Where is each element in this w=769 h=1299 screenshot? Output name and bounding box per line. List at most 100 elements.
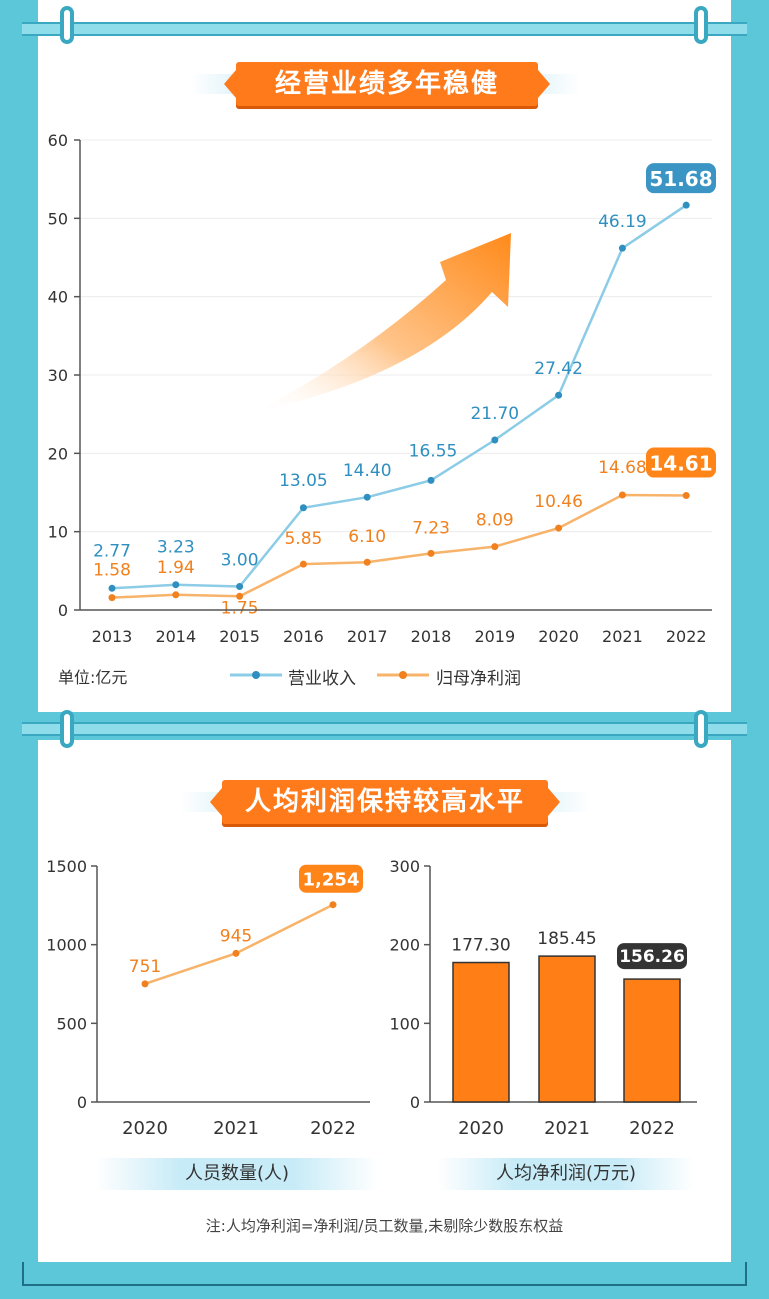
legend-profit-label: 归母净利润 [436,669,521,689]
x-tick-label: 2020 [458,1118,504,1139]
x-tick-label: 2016 [283,627,324,646]
y-tick-label: 0 [410,1093,420,1112]
growth-arrow-icon [255,233,511,412]
profit-data-label: 14.61 [649,452,712,476]
unit-label: 单位:亿元 [58,668,128,687]
staff-point [232,949,240,957]
bar [538,955,596,1103]
bar [452,961,510,1103]
staff-data-label: 945 [220,926,252,946]
x-tick-label: 2019 [474,627,515,646]
x-tick-label: 2013 [92,627,133,646]
binder-ring-icon [694,710,708,748]
profit-point [299,560,307,568]
x-tick-label: 2014 [155,627,196,646]
profit-data-label: 1.94 [157,558,195,578]
staff-count-line-chart: 0 500 1000 1500 2020 2021 2022 751 945 1,254 [46,857,370,1139]
profit-data-label: 14.68 [598,458,647,478]
section1-header: 经营业绩多年稳健 [0,62,769,106]
x-tick-label: 2022 [666,627,707,646]
profit-data-label: 6.10 [348,527,386,547]
y-tick-label: 300 [389,857,420,876]
profit-point [427,549,435,557]
revenue-point [108,584,116,592]
y-tick-label: 10 [48,523,68,542]
x-tick-label: 2021 [544,1118,590,1139]
revenue-data-label: 3.23 [157,538,195,558]
bar-data-label: 177.30 [451,936,510,956]
profit-point [363,558,371,566]
y-tick-label: 500 [56,1014,87,1033]
revenue-data-label: 46.19 [598,212,647,232]
x-tick-label: 2022 [310,1118,356,1139]
legend-revenue-marker [230,671,282,679]
profit-data-label: 1.75 [221,598,259,618]
profit-data-label: 5.85 [284,529,322,549]
staff-chart-caption: 人员数量(人) [96,1158,378,1190]
profit-point [491,543,499,551]
x-tick-label: 2020 [122,1118,168,1139]
binder-ring-icon [694,6,708,44]
profit-data-label: 1.58 [93,561,131,581]
y-tick-label: 60 [48,131,68,150]
revenue-data-label: 3.00 [221,551,259,571]
revenue-point [618,244,626,252]
revenue-point [555,391,563,399]
profit-data-label: 8.09 [476,511,514,531]
binder-strip-top [22,22,747,36]
staff-data-label: 751 [129,957,161,977]
x-tick-label: 2017 [347,627,388,646]
bar-chart-caption: 人均净利润(万元) [438,1158,694,1190]
legend-profit-marker [377,671,429,679]
binder-ring-icon [60,6,74,44]
y-tick-label: 1500 [46,857,87,876]
revenue-point [236,583,244,590]
y-tick-label: 20 [48,444,68,463]
bottom-frame [22,1262,747,1286]
profit-point [108,594,116,602]
staff-point [329,901,337,909]
section2-header: 人均利润保持较高水平 [0,780,769,824]
revenue-data-label: 13.05 [279,471,328,491]
performance-line-chart: 2.77 3.23 3.00 13.05 14.40 16.55 21.70 27.42 46.… [48,131,716,646]
x-tick-label: 2015 [219,627,260,646]
profit-data-label: 10.46 [534,492,583,512]
y-tick-label: 0 [77,1093,87,1112]
bar-highlight-badge [617,943,687,970]
binder-ring-icon [60,710,74,748]
revenue-data-label: 14.40 [343,461,392,481]
revenue-highlight-badge [646,163,716,194]
revenue-point [299,504,307,512]
y-tick-label: 200 [389,936,420,955]
profit-line [111,493,687,599]
x-tick-label: 2018 [411,627,452,646]
y-tick-label: 1000 [46,936,87,955]
revenue-data-label: 27.42 [534,359,583,379]
profit-point [236,592,244,600]
bar-data-label: 156.26 [619,947,685,967]
y-tick-label: 0 [58,601,68,620]
y-tick-label: 30 [48,366,68,385]
profit-data-label: 7.23 [412,518,450,538]
per-capita-profit-bar-chart: 0 100 200 300 2020 2021 2022 177.30 185.45 156.26 [389,857,697,1139]
revenue-data-label: 21.70 [470,404,519,424]
revenue-data-label: 16.55 [409,441,458,461]
profit-point [618,491,626,499]
revenue-point [427,476,435,484]
section1-title: 经营业绩多年稳健 [224,62,550,106]
x-tick-label: 2021 [602,627,643,646]
footnote: 注:人均净利润=净利润/员工数量,未剔除少数股东权益 [205,1217,564,1235]
revenue-point [363,493,371,501]
profit-point [682,492,690,500]
bar-data-label: 185.45 [537,929,596,949]
staff-data-label: 1,254 [303,870,360,891]
x-tick-label: 2020 [538,627,579,646]
y-tick-label: 100 [389,1014,420,1033]
revenue-data-label: 2.77 [93,541,131,561]
section2-title: 人均利润保持较高水平 [210,780,560,824]
staff-point [141,980,149,988]
revenue-data-label: 51.68 [649,167,712,191]
revenue-point [682,201,690,209]
x-tick-label: 2021 [213,1118,259,1139]
revenue-point [491,436,499,444]
